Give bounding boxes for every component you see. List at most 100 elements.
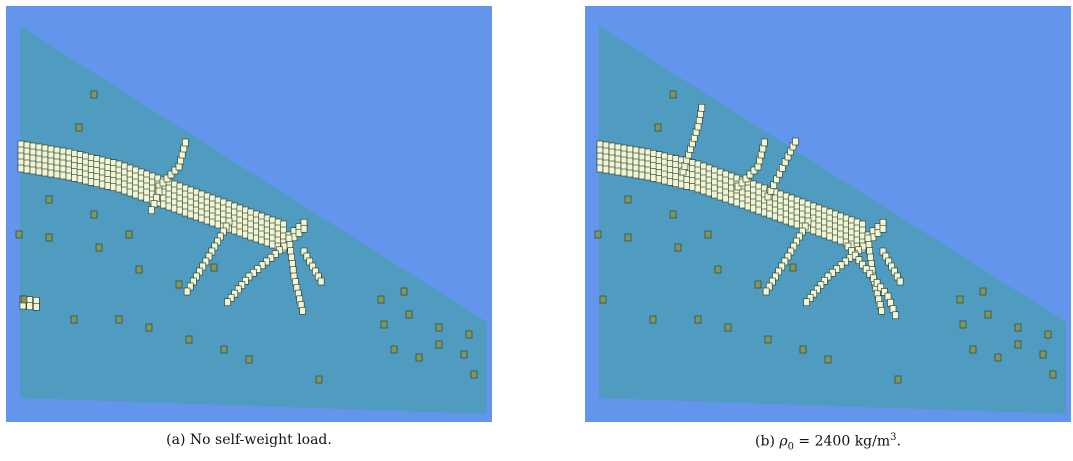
voxel xyxy=(696,117,702,124)
voxel xyxy=(96,244,102,251)
voxel xyxy=(772,213,778,220)
voxel xyxy=(625,196,631,203)
voxel xyxy=(289,254,295,261)
voxel xyxy=(783,217,789,224)
voxel xyxy=(72,174,78,181)
voxel xyxy=(166,203,172,210)
voxel xyxy=(127,189,133,196)
voxel xyxy=(221,346,227,353)
voxel xyxy=(242,231,248,238)
voxel xyxy=(199,215,205,222)
voxel xyxy=(639,172,645,179)
voxel xyxy=(116,316,122,323)
caption: (a) No self-weight load. xyxy=(6,432,492,448)
voxel xyxy=(995,354,1001,361)
voxel xyxy=(381,321,387,328)
voxel xyxy=(210,219,216,226)
voxel xyxy=(667,178,673,185)
voxel xyxy=(1045,331,1051,338)
voxel xyxy=(701,187,707,194)
voxel xyxy=(673,180,679,187)
voxel xyxy=(633,171,639,178)
voxel xyxy=(21,296,27,303)
voxel xyxy=(54,171,60,178)
voxel xyxy=(401,288,407,295)
voxel xyxy=(149,207,155,214)
voxel xyxy=(715,266,721,273)
voxel xyxy=(970,346,976,353)
voxel xyxy=(600,296,606,303)
voxel xyxy=(793,138,799,145)
voxel xyxy=(865,235,871,242)
voxel xyxy=(985,311,991,318)
voxel xyxy=(712,191,718,198)
voxel xyxy=(60,172,66,179)
voxel xyxy=(825,356,831,363)
voxel xyxy=(48,170,54,177)
voxel xyxy=(286,235,292,242)
voxel xyxy=(698,111,704,118)
caption-math: ρ xyxy=(779,434,787,450)
voxel xyxy=(761,139,767,146)
voxel xyxy=(33,303,39,310)
voxel xyxy=(1015,324,1021,331)
voxel xyxy=(750,205,756,212)
voxel xyxy=(151,201,157,208)
voxel xyxy=(615,168,621,175)
voxel xyxy=(237,229,243,236)
voxel xyxy=(734,199,740,206)
voxel xyxy=(980,288,986,295)
voxel xyxy=(670,211,676,218)
voxel xyxy=(655,124,661,131)
voxel xyxy=(789,219,795,226)
voxel xyxy=(406,311,412,318)
voxel xyxy=(763,288,769,295)
voxel xyxy=(289,260,295,267)
caption-label: (b) xyxy=(755,434,775,450)
voxel xyxy=(116,185,122,192)
voxel xyxy=(246,356,252,363)
voxel xyxy=(656,176,662,183)
voxel xyxy=(300,307,306,314)
caption-math: = 2400 kg/m xyxy=(794,434,890,450)
voxel xyxy=(723,195,729,202)
voxel xyxy=(728,197,734,204)
voxel xyxy=(706,189,712,196)
voxel xyxy=(603,166,609,173)
voxel xyxy=(725,324,731,331)
voxel xyxy=(231,227,237,234)
voxel xyxy=(466,331,472,338)
voxel xyxy=(651,174,657,181)
voxel xyxy=(133,191,139,198)
panel-image xyxy=(6,6,492,422)
voxel xyxy=(838,237,844,244)
voxel xyxy=(177,207,183,214)
voxel xyxy=(156,188,162,195)
voxel xyxy=(761,209,767,216)
voxel xyxy=(136,266,142,273)
voxel xyxy=(650,316,656,323)
voxel xyxy=(184,288,190,295)
voxel xyxy=(94,180,100,187)
voxel xyxy=(182,139,188,146)
voxel xyxy=(88,178,94,185)
voxel xyxy=(827,233,833,240)
voxel xyxy=(897,278,903,285)
voxel xyxy=(436,324,442,331)
voxel xyxy=(27,303,33,310)
voxel xyxy=(46,234,52,241)
voxel xyxy=(821,231,827,238)
voxel xyxy=(621,169,627,176)
voxel xyxy=(42,169,48,176)
voxel xyxy=(745,203,751,210)
voxel xyxy=(264,239,270,246)
voxel xyxy=(318,278,324,285)
voxel xyxy=(868,254,874,261)
caption-label: (a) xyxy=(166,432,185,448)
voxel xyxy=(391,346,397,353)
voxel xyxy=(253,235,259,242)
voxel xyxy=(248,233,254,240)
voxel xyxy=(24,166,30,173)
voxel xyxy=(800,346,806,353)
voxel xyxy=(595,231,601,238)
